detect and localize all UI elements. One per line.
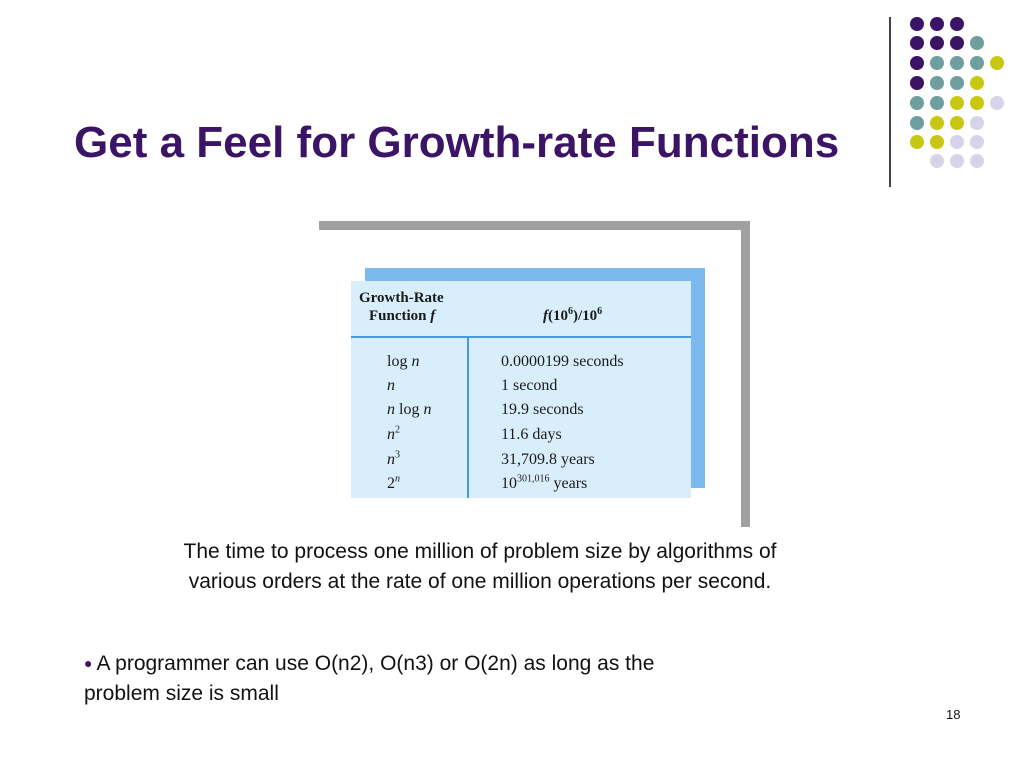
table-row-time: 10301,016 years xyxy=(501,473,588,492)
decor-dot xyxy=(970,116,984,130)
decor-dot xyxy=(930,76,944,90)
table-row-time: 1 second xyxy=(501,377,558,394)
decor-dot xyxy=(970,154,984,168)
decor-dot xyxy=(930,154,944,168)
decor-dot xyxy=(930,56,944,70)
table-row-fn: n3 xyxy=(387,449,400,468)
table-row-time: 19.9 seconds xyxy=(501,401,584,418)
decor-dot xyxy=(910,36,924,50)
decor-dot xyxy=(910,56,924,70)
decor-dot xyxy=(970,56,984,70)
decor-dot xyxy=(970,36,984,50)
slide-title: Get a Feel for Growth-rate Functions xyxy=(74,118,840,167)
decor-dot xyxy=(910,116,924,130)
table-column-divider xyxy=(467,338,469,498)
table-header-col2: f(106)/106 xyxy=(543,306,603,325)
page-number: 18 xyxy=(946,707,961,722)
decor-dot xyxy=(950,116,964,130)
decorative-dot-grid xyxy=(906,13,1016,173)
decor-dot xyxy=(990,56,1004,70)
decorative-divider-line xyxy=(889,17,891,187)
decor-dot xyxy=(930,17,944,31)
decor-dot xyxy=(950,96,964,110)
decor-dot xyxy=(970,96,984,110)
decor-dot xyxy=(950,17,964,31)
decor-dot xyxy=(950,56,964,70)
table-row-time: 11.6 days xyxy=(501,426,562,443)
bullet-point: ● A programmer can use O(n2), O(n3) or O(… xyxy=(84,652,655,705)
decor-dot xyxy=(970,76,984,90)
figure-caption: The time to process one million of probl… xyxy=(183,540,777,593)
decor-dot xyxy=(970,135,984,149)
table-row-fn: n2 xyxy=(387,424,400,443)
table-row-fn: 2n xyxy=(387,473,400,492)
decor-dot xyxy=(930,36,944,50)
decor-dot xyxy=(950,154,964,168)
decor-dot xyxy=(910,76,924,90)
table-row-time: 31,709.8 years xyxy=(501,451,595,468)
decor-dot xyxy=(930,96,944,110)
table-row-fn: n log n xyxy=(387,401,432,418)
table-row-fn: n xyxy=(387,377,395,394)
decor-dot xyxy=(930,116,944,130)
decor-dot xyxy=(950,36,964,50)
figure-frame-top xyxy=(319,221,750,230)
table-header-divider xyxy=(351,336,691,338)
decor-dot xyxy=(950,135,964,149)
decor-dot xyxy=(910,135,924,149)
figure-frame-right xyxy=(741,221,750,527)
decor-dot xyxy=(950,76,964,90)
table-header-col1: Growth-Rate Function f xyxy=(359,290,444,324)
decor-dot xyxy=(990,96,1004,110)
decor-dot xyxy=(910,96,924,110)
decor-dot xyxy=(910,17,924,31)
table-row-time: 0.0000199 seconds xyxy=(501,353,624,370)
table-row-fn: log n xyxy=(387,353,420,370)
decor-dot xyxy=(930,135,944,149)
growth-rate-table: Growth-Rate Function f f(106)/106 log n … xyxy=(351,281,691,498)
bullet-icon: ● xyxy=(84,655,93,671)
